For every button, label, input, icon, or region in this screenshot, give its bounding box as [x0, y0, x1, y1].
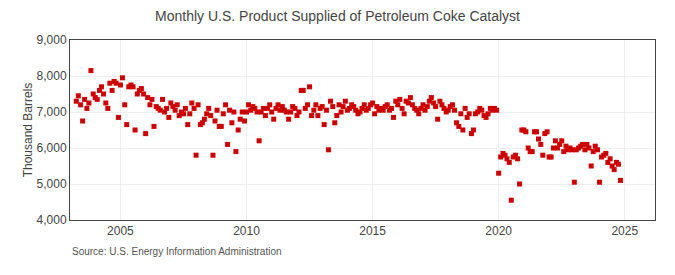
svg-text:4,000: 4,000: [37, 213, 67, 227]
svg-text:9,000: 9,000: [37, 33, 67, 47]
svg-text:Source: U.S. Energy Informatio: Source: U.S. Energy Information Administ…: [72, 246, 282, 257]
svg-text:Monthly U.S. Product Supplied: Monthly U.S. Product Supplied of Petrole…: [155, 8, 520, 24]
svg-text:6,000: 6,000: [37, 141, 67, 155]
svg-text:2020: 2020: [485, 224, 512, 238]
svg-text:5,000: 5,000: [37, 177, 67, 191]
svg-text:2015: 2015: [359, 224, 386, 238]
svg-text:2005: 2005: [107, 224, 134, 238]
svg-text:7,000: 7,000: [37, 105, 67, 119]
svg-text:2010: 2010: [233, 224, 260, 238]
svg-text:Thousand Barrels: Thousand Barrels: [21, 83, 35, 178]
svg-text:2025: 2025: [611, 224, 638, 238]
svg-text:8,000: 8,000: [37, 69, 67, 83]
